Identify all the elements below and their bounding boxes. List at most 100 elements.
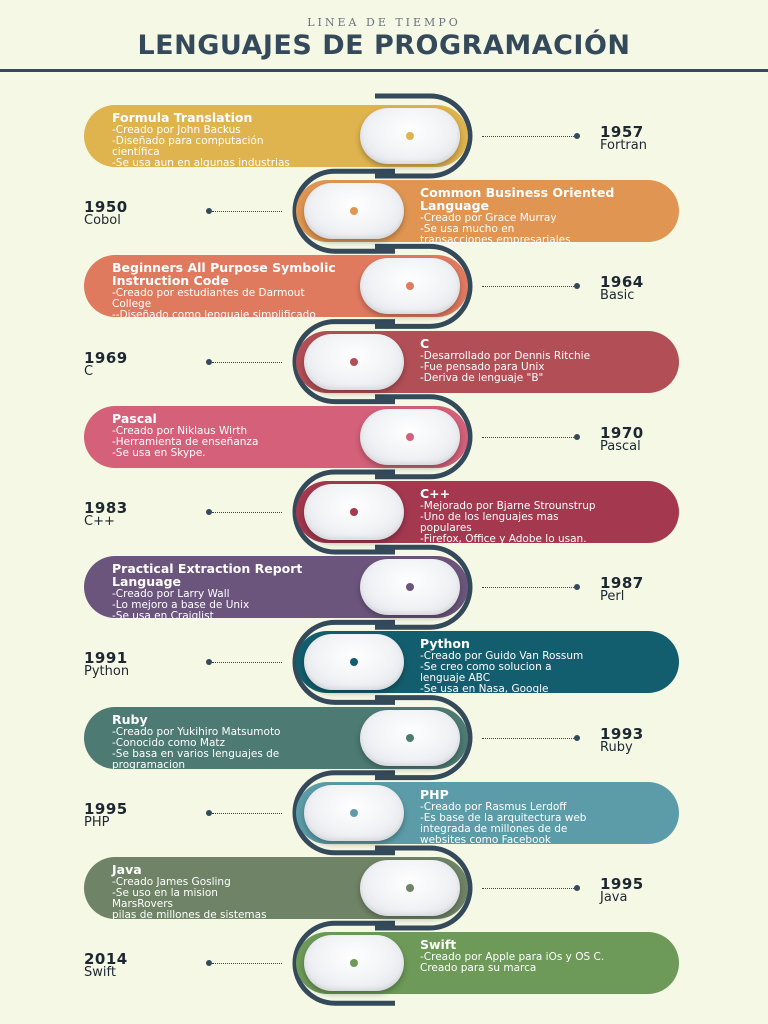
card-heading: C	[420, 335, 430, 351]
card-line: Creado para su marca	[420, 962, 537, 975]
connector-line	[212, 963, 282, 965]
card-heading: Common Business Oriented Language	[420, 185, 615, 214]
timeline-card: C++ -Mejorado por Bjarne Strounstrup -Uno …	[296, 481, 679, 545]
year-label: 1993 Ruby	[600, 726, 644, 755]
card-text: C -Desarrollado por Dennis Ritchie -Fue pe…	[420, 337, 670, 384]
connector-line	[482, 136, 576, 137]
connector-dot	[574, 133, 580, 139]
timeline-dot	[406, 733, 414, 742]
card-line: -Lo mejoro a base de Unix	[112, 599, 250, 612]
connector-line	[212, 812, 282, 814]
card-line: College	[112, 298, 152, 311]
card-line: populares	[420, 522, 472, 534]
timeline-disc	[304, 935, 404, 992]
language-name: Python	[84, 664, 130, 680]
year-value: 1964	[600, 273, 644, 292]
year-value: 1991	[84, 649, 128, 668]
year-label: 1970 Pascal	[600, 423, 644, 454]
connector-line	[212, 662, 282, 664]
timeline-dot	[350, 959, 358, 968]
card-line: -Creado por Rasmus Lerdoff	[420, 800, 567, 813]
card-heading: Swift	[420, 937, 457, 953]
timeline-disc	[360, 258, 460, 315]
connector-dot	[574, 584, 580, 591]
card-line: pilas de millones de sistemas	[112, 909, 267, 921]
year-label: 2014 Swift	[84, 952, 128, 980]
card-text: Python -Creado por Guido Van Rossum -Se cr…	[420, 637, 670, 695]
timeline-card: Java -Creado James Gosling -Se uso en la m…	[84, 857, 468, 921]
card-line: -Creado por Guido Van Rossum	[420, 650, 584, 663]
timeline-disc	[360, 709, 460, 766]
connector-dot	[206, 809, 212, 816]
card-heading: Beginners All Purpose Symbolic Instructi…	[112, 260, 336, 289]
card-line: -Creado por John Backus	[112, 124, 241, 136]
card-line: -Se uso en la mision	[112, 887, 218, 899]
timeline-dot	[406, 583, 414, 592]
card-line: -Creado James Gosling	[112, 876, 231, 888]
timeline-dot	[406, 884, 414, 892]
timeline-card: Beginners All Purpose Symbolic Instructi…	[84, 255, 468, 321]
timeline-card: Pascal -Creado por Niklaus Wirth -Herramie…	[84, 405, 468, 468]
timeline-dot	[406, 132, 414, 140]
timeline-disc	[360, 559, 460, 616]
connector-dot	[206, 659, 212, 666]
card-line: -Creado por Yukihiro Matsumoto	[112, 725, 281, 738]
card-line: transacciones empresariales	[420, 234, 571, 247]
year-value: 1957	[600, 123, 644, 141]
card-text: Pascal -Creado por Niklaus Wirth -Herramie…	[112, 412, 372, 459]
card-line: -Uno de los lenguajes mas	[420, 511, 559, 523]
timeline-card: Swift -Creado por Apple para iOs y OS C. C…	[296, 932, 679, 995]
language-name: Cobol	[84, 213, 121, 229]
card-text: Ruby -Creado por Yukihiro Matsumoto -Conoc…	[112, 713, 372, 771]
card-line: -Mejorado por Bjarne Strounstrup	[420, 500, 596, 512]
timeline-disc	[360, 860, 460, 916]
language-name: PHP	[84, 814, 110, 830]
year-value: 1987	[600, 574, 644, 593]
year-label: 1957 Fortran	[600, 125, 647, 153]
card-heading: Ruby	[112, 711, 148, 727]
connector-line	[482, 286, 576, 288]
title-underline	[0, 69, 768, 72]
card-line: --Diseñado como lenguaje simplificado	[112, 309, 316, 322]
year-label: 1995 Java	[600, 877, 644, 905]
connector-line	[482, 888, 576, 889]
card-line: -Se usa mucho en	[420, 223, 515, 236]
timeline-subtitle: LINEA DE TIEMPO	[307, 16, 461, 29]
timeline-card: C -Desarrollado por Dennis Ritchie -Fue pe…	[296, 330, 679, 393]
card-line: -Desarrollado por Dennis Ritchie	[420, 349, 591, 362]
card-line: -Se basa en varios lenguajes de	[112, 747, 280, 760]
card-heading: Python	[420, 636, 470, 652]
card-line: -Firefox, Office y Adobe lo usan.	[420, 533, 587, 545]
year-value: 1995	[600, 875, 644, 893]
connector-dot	[574, 734, 580, 741]
year-value: 1995	[84, 799, 128, 818]
timeline-card: Common Business Oriented Language -Creado…	[296, 180, 679, 246]
card-heading: Formula Translation	[112, 110, 253, 125]
timeline-disc	[360, 108, 460, 164]
connector-dot	[206, 509, 212, 515]
year-label: 1995 PHP	[84, 799, 128, 830]
year-value: 1983	[84, 499, 128, 517]
card-line: -Creado por Apple para iOs y OS C.	[420, 951, 605, 964]
timeline-card: Ruby -Creado por Yukihiro Matsumoto -Conoc…	[84, 706, 468, 771]
language-name: C	[84, 363, 94, 379]
timeline-card: PHP -Creado por Rasmus Lerdoff -Es base de…	[296, 781, 679, 846]
language-name: Ruby	[600, 739, 633, 755]
card-text: Beginners All Purpose Symbolic Instructi…	[112, 261, 372, 321]
card-heading: Pascal	[112, 410, 157, 426]
card-line: programacion	[112, 758, 186, 771]
timeline-card: Practical Extraction Report Language -Cre…	[84, 556, 468, 622]
timeline-card: Python -Creado por Guido Van Rossum -Se cr…	[296, 631, 679, 695]
card-line: -Creado por Grace Murray	[420, 212, 557, 225]
card-line: -Se creo como solucion a	[420, 661, 552, 674]
timeline-dot	[350, 207, 358, 216]
card-line: -Se usa aun en algunas industrias	[112, 157, 290, 169]
card-line: -Herramienta de enseñanza	[112, 435, 259, 448]
card-text: Swift -Creado por Apple para iOs y OS C. C…	[420, 938, 670, 974]
connector-dot	[574, 885, 580, 891]
card-line: integrada de millones de de	[420, 822, 568, 835]
timeline-disc	[304, 634, 404, 691]
year-value: 1970	[600, 423, 644, 442]
card-text: PHP -Creado por Rasmus Lerdoff -Es base de…	[420, 788, 670, 846]
year-label: 1991 Python	[84, 651, 129, 679]
